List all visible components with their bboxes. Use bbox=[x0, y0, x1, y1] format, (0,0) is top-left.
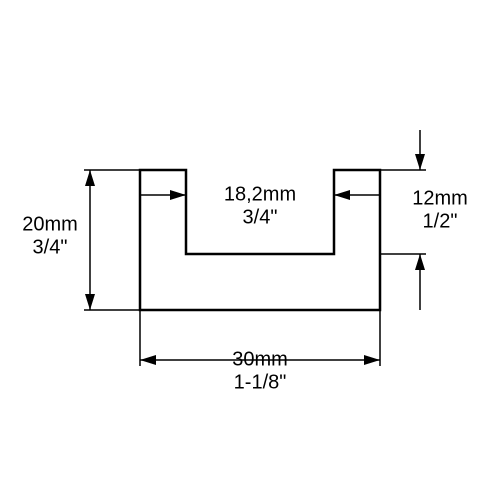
svg-text:30mm: 30mm bbox=[232, 348, 288, 370]
svg-text:1-1/8": 1-1/8" bbox=[234, 371, 287, 393]
svg-text:1/2": 1/2" bbox=[423, 210, 458, 232]
svg-text:18,2mm: 18,2mm bbox=[224, 183, 296, 205]
svg-text:12mm: 12mm bbox=[412, 187, 468, 209]
svg-text:3/4": 3/4" bbox=[33, 236, 68, 258]
svg-text:20mm: 20mm bbox=[22, 213, 78, 235]
svg-text:3/4": 3/4" bbox=[243, 206, 278, 228]
